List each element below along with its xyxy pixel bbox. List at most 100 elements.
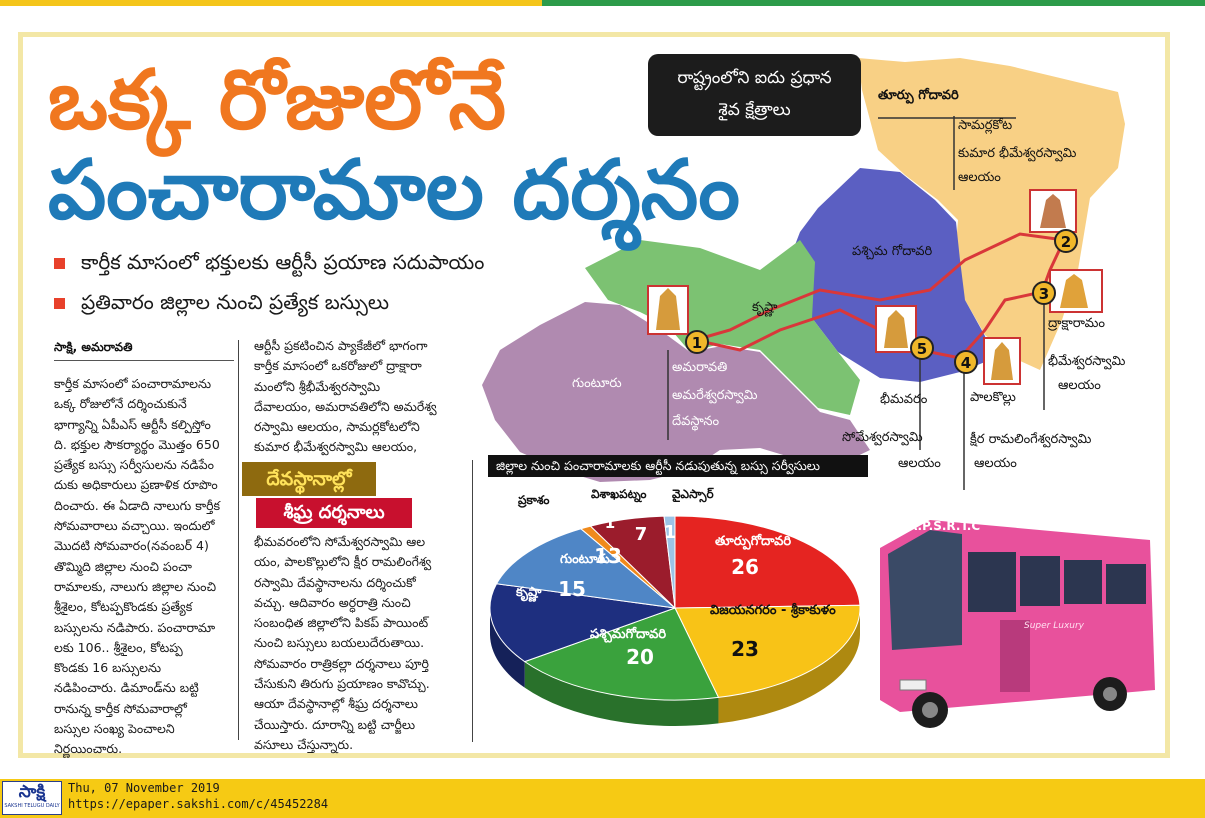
pie-slice-side	[524, 661, 719, 726]
marker-3[interactable]: 3	[1032, 281, 1056, 305]
article-line: వసూలు చేస్తున్నారు.	[254, 736, 354, 752]
footer-date: Thu, 07 November 2019	[68, 781, 220, 795]
pie-slice	[489, 583, 676, 663]
pie-slice-label: కృష్ణా	[515, 585, 542, 602]
pie-chart: తూర్పుగోదావరి 26 విజయనగరం - శ్రీకాకుళం 23 పశ…	[489, 487, 861, 726]
place-amaravati: అమరావతి	[672, 360, 728, 375]
article-line: తొమ్మిది జిల్లాల నుంచి పంచా	[54, 558, 192, 574]
pie-slice	[495, 528, 677, 609]
place-samarlakota-alayam: ఆలయం	[958, 170, 1001, 185]
marker-1[interactable]: 1	[685, 330, 709, 354]
bullet-item: ప్రతివారం జిల్లాల నుంచి ప్రత్యేక బస్సులు	[54, 290, 389, 319]
article-line: దించారు. ఈ ఏడాది నాలుగు కార్తీక	[54, 497, 221, 513]
article-line: రామాలకు, నాలుగు జిల్లాల నుంచి	[54, 578, 217, 594]
divider	[54, 360, 234, 361]
pie-slice-label: వైఎస్సార్	[672, 487, 715, 503]
svg-text:5: 5	[917, 340, 927, 358]
article-line: నడిపించారు. డిమాండ్‌ను బట్టి	[54, 680, 199, 696]
article-column-1: కార్తీక మాసంలో పంచారామాలను ఒక్క రోజులోనే …	[54, 374, 236, 760]
article-line: కార్తీక మాసంలో ఒకరోజులో ద్రాక్షారా	[254, 358, 422, 374]
svg-text:2: 2	[1061, 233, 1071, 251]
route-line	[694, 232, 1067, 360]
article-line: సంబంధిత జిల్లాలోని పికప్ పాయింట్	[254, 615, 429, 631]
pie-slice-value: 15	[558, 577, 586, 601]
article-line: రానున్న కార్తీక సోమవారాల్లో	[54, 700, 187, 716]
district-guntur	[482, 302, 870, 482]
place-palakollu: పాలకొల్లు	[970, 390, 1016, 405]
svg-text:A.P.S.R.T.C: A.P.S.R.T.C	[908, 519, 980, 533]
article-line: సోమవారాలు వచ్చాయి. ఇందులో	[54, 518, 215, 534]
column-divider	[472, 460, 473, 742]
article-line: మంలోని శ్రీభీమేశ్వరస్వామి	[254, 378, 381, 394]
article-line: నిర్ణయించారు.	[54, 741, 123, 757]
article-line: ది. భక్తుల సౌకర్యార్థం మొత్తం 650	[54, 436, 220, 452]
headline-line-2: పంచారామాల దర్శనం	[48, 143, 740, 238]
temple-icon	[1029, 189, 1077, 233]
article-line: సోమవారం రాత్రికల్లా దర్శనాలు పూర్తి	[254, 655, 429, 671]
pie-slice	[674, 515, 861, 609]
bullet-text: కార్తీక మాసంలో భక్తులకు ఆర్టీసీ ప్రయాణ స…	[81, 250, 485, 274]
article-line: వచ్చు. ఆదివారం అర్ధరాత్రి నుంచి	[254, 594, 411, 610]
pie-slice-value: 23	[731, 637, 759, 661]
place-draksharamam-alayam: ఆలయం	[1058, 378, 1101, 393]
article-line: భాగ్యాన్ని ఏపీఎస్ ఆర్టీసీ కల్పిస్తోం	[54, 416, 211, 432]
map-title-line-2: శైవ క్షేత్రాలు	[718, 100, 791, 120]
article-column-2-bottom: భీమవరంలోని సోమేశ్వరస్వామి ఆల యం, పాలకొల్ల…	[254, 532, 466, 755]
article-line: శ్రీశైలం, కోటప్పకొండకు ప్రత్యేక	[54, 599, 193, 615]
sakshi-logo[interactable]: సాక్షి SAKSHI TELUGU DAILY	[2, 781, 62, 815]
map-title-line-1: రాష్ట్రంలోని ఐదు ప్రధాన	[677, 68, 832, 88]
district-label-east: తూర్పు గోదావరి	[878, 88, 959, 103]
temple-icon	[983, 337, 1021, 385]
footer-bar	[0, 779, 1205, 818]
pie-slice-label: విశాఖపట్నం	[591, 487, 647, 503]
article-line: బస్సులను నడిపారు. పంచారామా	[54, 619, 216, 635]
place-palakollu-alayam: ఆలయం	[974, 456, 1017, 471]
place-bhimavaram-alayam: ఆలయం	[898, 456, 941, 471]
place-samarlakota-temple: కుమార భీమేశ్వరస్వామి	[958, 146, 1077, 161]
place-samarlakota: సామర్లకోట	[958, 118, 1013, 133]
district-label-krishna: కృష్ణా	[752, 300, 778, 315]
article-line: నుంచి బస్సులు బయలుదేరుతాయి.	[254, 635, 425, 651]
temple-icon	[875, 305, 917, 353]
district-krishna	[585, 240, 860, 415]
pie-slice-label: ప్రకాశం	[518, 493, 550, 508]
subhead-sheeghra-darshanalu: శీఘ్ర దర్శనాలు	[256, 498, 412, 528]
pie-slice-value: 13	[594, 544, 622, 568]
article-line: కుమార భీమేశ్వరస్వామి ఆలయం,	[254, 439, 418, 455]
pie-slice	[523, 607, 720, 701]
pie-slice-value: 26	[731, 555, 759, 579]
place-bhimavaram-temple: సోమేశ్వరస్వామి	[842, 430, 923, 445]
pie-slice-label: తూర్పుగోదావరి	[715, 533, 791, 550]
pie-slice-label: గుంటూరు	[560, 552, 610, 567]
article-line: బస్సుల సంఖ్య పెంచాలని	[54, 721, 175, 737]
svg-text:3: 3	[1039, 285, 1049, 303]
article-line: దుకు అధికారులు ప్రణాళిక రూపొం	[54, 477, 218, 493]
place-palakollu-temple: క్షీర రామలింగేశ్వరస్వామి	[970, 432, 1092, 447]
article-line: కార్తీక మాసంలో పంచారామాలను	[54, 376, 212, 391]
pie-chart-title: జిల్లాల నుంచి పంచారామాలకు ఆర్టీసీ నడుపుత…	[488, 455, 868, 477]
column-divider	[238, 340, 239, 740]
marker-4[interactable]: 4	[954, 350, 978, 374]
map-title-box: రాష్ట్రంలోని ఐదు ప్రధాన శైవ క్షేత్రాలు	[648, 54, 861, 136]
pie-slice-value: 1	[664, 522, 677, 543]
bullet-item: కార్తీక మాసంలో భక్తులకు ఆర్టీసీ ప్రయాణ స…	[54, 250, 484, 279]
article-line: రస్వామి దేవస్థానాలను దర్శించుకో	[254, 574, 416, 590]
article-line: యం, పాలకొల్లులోని క్షీర రామలింగేశ్వ	[254, 554, 432, 570]
svg-text:Super Luxury: Super Luxury	[1024, 621, 1085, 631]
svg-text:1: 1	[692, 334, 702, 352]
article-column-2-top: ఆర్టీసీ ప్రకటించిన ప్యాకేజీలో భాగంగా కార్…	[254, 336, 466, 458]
headline-line-1: ఒక్క రోజులోనే	[48, 53, 507, 148]
temple-icon	[647, 285, 689, 335]
place-bhimavaram: భీమవరం	[880, 392, 928, 407]
article-line: రస్వామి ఆలయం, సామర్లకోటలోని	[254, 419, 420, 435]
footer-url[interactable]: https://epaper.sakshi.com/c/45452284	[68, 797, 329, 811]
marker-2[interactable]: 2	[1054, 229, 1078, 253]
marker-5[interactable]: 5	[910, 336, 934, 360]
bullet-square-icon	[54, 258, 65, 269]
temple-icon	[1049, 269, 1103, 313]
article-line: దేవాలయం, అమరావతిలోని అమరేశ్వ	[254, 398, 437, 414]
place-amaravati-temple: అమరేశ్వరస్వామి	[672, 388, 758, 403]
bullet-square-icon	[54, 298, 65, 309]
place-draksharamam: ద్రాక్షారామం	[1048, 316, 1105, 331]
